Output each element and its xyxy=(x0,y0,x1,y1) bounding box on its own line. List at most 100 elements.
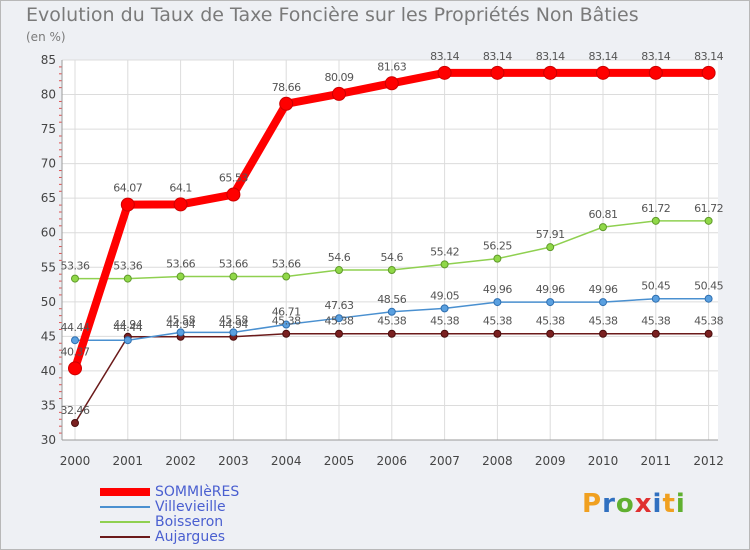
y-axis-unit: (en %) xyxy=(26,30,66,44)
data-point-villevieille xyxy=(387,307,396,316)
logo-letter: i xyxy=(652,489,663,519)
data-point-villevieille xyxy=(651,294,660,303)
data-point-villevieille xyxy=(335,314,343,323)
chart-title: Evolution du Taux de Taxe Foncière sur l… xyxy=(26,4,639,26)
data-label-villevieille: 47.63 xyxy=(325,299,354,312)
data-label-sommi-res: 83.14 xyxy=(641,50,670,63)
data-point-aujargues xyxy=(440,329,449,338)
x-tick-label: 2011 xyxy=(641,454,672,468)
data-label-villevieille: 49.05 xyxy=(430,289,459,302)
data-label-villevieille: 50.45 xyxy=(694,280,723,293)
data-point-villevieille xyxy=(123,336,132,345)
data-label-aujargues: 45.38 xyxy=(641,315,670,328)
data-point-sommi-res xyxy=(490,65,505,80)
data-point-aujargues xyxy=(282,329,291,338)
data-point-villevieille xyxy=(282,320,291,329)
x-tick-label: 2008 xyxy=(482,454,513,468)
data-point-villevieille xyxy=(599,298,607,307)
legend-label-boisseron: Boisseron xyxy=(155,514,224,530)
x-tick-label: 2009 xyxy=(535,454,566,468)
data-label-boisseron: 53.66 xyxy=(272,258,301,271)
x-tick-label: 2002 xyxy=(165,454,196,468)
data-point-villevieille xyxy=(493,298,502,307)
data-point-sommi-res xyxy=(68,361,82,376)
data-point-boisseron xyxy=(704,216,713,225)
data-point-aujargues xyxy=(493,329,502,338)
data-label-sommi-res: 65.53 xyxy=(219,172,248,185)
data-point-aujargues xyxy=(335,329,343,338)
data-label-boisseron: 53.36 xyxy=(113,260,142,273)
data-point-sommi-res xyxy=(120,197,135,212)
data-label-aujargues: 45.38 xyxy=(377,315,406,328)
data-label-villevieille: 44.44 xyxy=(61,321,90,334)
y-tick-label: 75 xyxy=(41,122,56,136)
data-label-sommi-res: 83.14 xyxy=(694,50,723,63)
logo-letter: i xyxy=(675,489,686,519)
logo-letter: t xyxy=(662,489,676,519)
data-point-aujargues xyxy=(546,329,555,338)
data-label-boisseron: 61.72 xyxy=(694,202,723,215)
data-point-boisseron xyxy=(546,243,555,252)
data-point-aujargues xyxy=(71,419,79,428)
y-tick-label: 50 xyxy=(41,295,56,309)
data-point-boisseron xyxy=(599,223,607,232)
data-point-boisseron xyxy=(229,272,238,281)
y-tick-label: 55 xyxy=(41,260,56,274)
data-label-sommi-res: 80.09 xyxy=(325,71,354,84)
data-point-sommi-res xyxy=(596,65,610,80)
data-label-sommi-res: 83.14 xyxy=(483,50,512,63)
data-label-aujargues: 45.38 xyxy=(272,315,301,328)
x-tick-label: 2007 xyxy=(429,454,460,468)
data-label-sommi-res: 83.14 xyxy=(430,50,459,63)
y-tick-label: 45 xyxy=(41,329,56,343)
data-label-sommi-res: 81.63 xyxy=(377,60,406,73)
data-point-sommi-res xyxy=(332,86,346,101)
data-label-sommi-res: 64.07 xyxy=(113,182,142,195)
data-label-aujargues: 44.94 xyxy=(113,318,142,331)
data-label-boisseron: 55.42 xyxy=(430,245,459,258)
x-tick-label: 2010 xyxy=(588,454,619,468)
data-point-boisseron xyxy=(335,266,343,275)
logo-letter: o xyxy=(615,489,635,519)
data-point-sommi-res xyxy=(543,65,558,80)
data-point-sommi-res xyxy=(648,65,663,80)
plot-area xyxy=(62,60,718,440)
data-label-sommi-res: 83.14 xyxy=(589,50,618,63)
x-tick-label: 2006 xyxy=(377,454,408,468)
y-tick-label: 40 xyxy=(41,364,56,378)
data-point-sommi-res xyxy=(701,65,716,80)
legend-label-villevieille: Villevieille xyxy=(155,499,226,515)
data-label-boisseron: 56.25 xyxy=(483,240,512,253)
data-label-aujargues: 45.38 xyxy=(589,315,618,328)
logo-letter: P xyxy=(582,489,603,519)
data-point-sommi-res xyxy=(384,76,399,91)
data-label-aujargues: 45.38 xyxy=(536,315,565,328)
data-point-villevieille xyxy=(440,304,449,313)
data-label-boisseron: 54.6 xyxy=(328,251,351,264)
y-tick-label: 35 xyxy=(41,398,56,412)
data-label-villevieille: 45.58 xyxy=(166,313,195,326)
data-point-boisseron xyxy=(440,260,449,269)
data-point-aujargues xyxy=(387,329,396,338)
data-point-boisseron xyxy=(493,254,502,263)
data-point-villevieille xyxy=(546,298,555,307)
data-point-boisseron xyxy=(282,272,291,281)
y-tick-label: 80 xyxy=(41,88,56,102)
x-tick-label: 2000 xyxy=(60,454,91,468)
data-point-sommi-res xyxy=(437,65,452,80)
data-label-sommi-res: 40.37 xyxy=(61,345,90,358)
data-point-boisseron xyxy=(123,274,132,283)
data-label-villevieille: 50.45 xyxy=(641,280,670,293)
data-point-villevieille xyxy=(704,294,713,303)
data-point-sommi-res xyxy=(279,96,294,111)
x-tick-label: 2001 xyxy=(113,454,144,468)
data-label-aujargues: 32.46 xyxy=(61,404,90,417)
proxiti-logo: Proxiti xyxy=(582,489,686,519)
x-tick-label: 2004 xyxy=(271,454,302,468)
data-label-aujargues: 45.38 xyxy=(430,315,459,328)
data-label-aujargues: 45.38 xyxy=(325,315,354,328)
data-point-villevieille xyxy=(229,328,238,337)
data-label-villevieille: 48.56 xyxy=(377,293,406,306)
data-label-sommi-res: 83.14 xyxy=(536,50,565,63)
data-label-villevieille: 49.96 xyxy=(536,283,565,296)
